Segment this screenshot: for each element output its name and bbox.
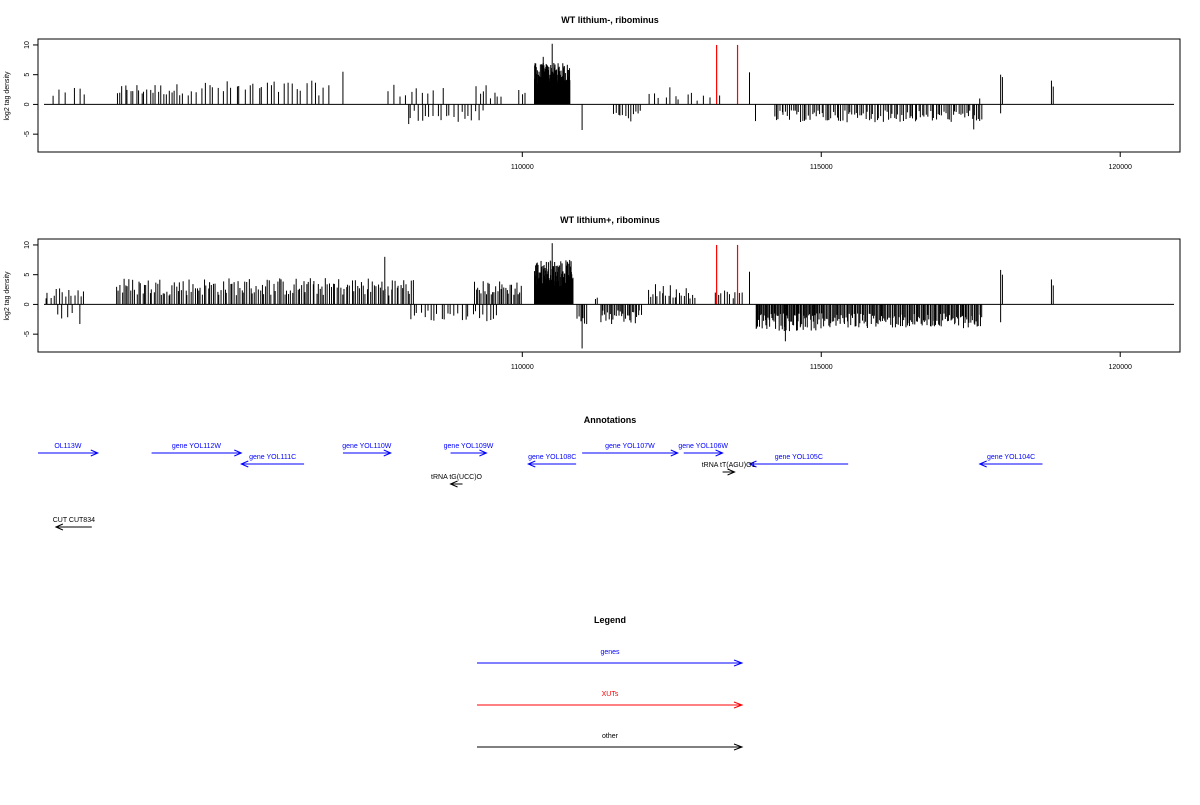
feature-arrow-head	[727, 468, 736, 476]
feature-label: gene YOL106W	[678, 443, 728, 450]
feature-arrow-head	[733, 701, 744, 709]
x-tick-label: 115000	[810, 164, 833, 171]
feature-arrow-head	[234, 449, 243, 457]
feature-label: CUT CUT834	[53, 517, 95, 524]
annotations-panel: Annotations OL113W gene YOL112W gene YOL11…	[38, 415, 1043, 531]
feature-arrow-head	[240, 460, 249, 468]
y-tick-label: 10	[24, 41, 31, 49]
feature-arrow-head	[733, 659, 744, 667]
density-bars	[52, 43, 1054, 130]
feature-arrow-head	[527, 460, 536, 468]
feature-label: tRNA tT(AGU)O1	[702, 462, 756, 469]
feature-arrow-head	[670, 449, 680, 457]
feature-gene: gene YOL105C	[748, 454, 849, 468]
annotations-title: Annotations	[584, 415, 637, 425]
legend-item-XUTs: XUTs	[477, 691, 744, 709]
y-axis-label: log2 tag density	[4, 271, 11, 321]
y-tick-label: 0	[24, 102, 31, 106]
feature-arrow-head	[54, 523, 64, 531]
y-axis-ticks: -5 0 5 10	[24, 41, 38, 137]
plot-frame	[37, 38, 1181, 153]
legend-item-other: other	[477, 733, 744, 751]
x-tick-label: 110000	[511, 364, 534, 371]
feature-arrow-head	[748, 460, 757, 468]
feature-label: gene YOL112W	[172, 443, 222, 450]
feature-list: OL113W gene YOL112W gene YOL111C gene YOL11…	[38, 443, 1043, 531]
feature-label: gene YOL110W	[342, 443, 392, 450]
legend-label: other	[602, 733, 619, 740]
x-tick-label: 115000	[810, 364, 833, 371]
feature-other: tRNA tG(UCC)O	[431, 474, 483, 488]
track-title: WT lithium+, ribominus	[560, 215, 660, 225]
y-tick-label: -5	[24, 131, 31, 137]
feature-gene: gene YOL110W	[342, 443, 393, 457]
y-axis-ticks: -5 0 5 10	[24, 241, 38, 337]
feature-arrow-head	[479, 449, 488, 457]
y-tick-label: -5	[24, 331, 31, 337]
feature-label: gene YOL104C	[987, 454, 1035, 461]
feature-label: gene YOL109W	[444, 443, 494, 450]
feature-label: gene YOL108C	[528, 454, 576, 461]
track-panel-lithium-minus: WT lithium-, ribominus log2 tag density …	[4, 15, 1181, 171]
track-panel-lithium-plus: WT lithium+, ribominus log2 tag density …	[4, 215, 1181, 371]
feature-gene: gene YOL107W	[582, 443, 680, 457]
feature-label: gene YOL111C	[249, 454, 296, 461]
y-axis-label: log2 tag density	[4, 71, 11, 121]
feature-gene: gene YOL112W	[151, 443, 243, 457]
y-tick-label: 5	[24, 73, 31, 77]
feature-label: OL113W	[54, 443, 81, 450]
feature-gene: gene YOL111C	[240, 454, 305, 468]
xut-markers	[716, 244, 739, 305]
feature-label: gene YOL105C	[775, 454, 823, 461]
plot-frame	[37, 238, 1181, 353]
legend-title: Legend	[594, 615, 626, 625]
feature-gene: gene YOL104C	[978, 454, 1043, 468]
legend-label: XUTs	[602, 691, 619, 698]
feature-gene: gene YOL106W	[678, 443, 728, 457]
feature-other: tRNA tT(AGU)O1	[702, 462, 756, 476]
feature-arrow-head	[733, 743, 744, 751]
feature-other: CUT CUT834	[53, 517, 95, 531]
xut-markers	[716, 44, 739, 105]
x-tick-label: 110000	[511, 164, 534, 171]
y-tick-label: 0	[24, 302, 31, 306]
density-bars	[45, 243, 1054, 349]
feature-gene: gene YOL108C	[527, 454, 576, 468]
feature-arrow-head	[90, 449, 100, 457]
legend-item-genes: genes	[477, 649, 744, 667]
x-tick-label: 120000	[1109, 364, 1132, 371]
x-tick-label: 120000	[1109, 164, 1132, 171]
feature-label: gene YOL107W	[605, 443, 655, 450]
track-title: WT lithium-, ribominus	[561, 15, 659, 25]
y-tick-label: 10	[24, 241, 31, 249]
x-axis-ticks: 110000 115000 120000	[511, 152, 1132, 171]
feature-arrow-head	[978, 460, 987, 468]
feature-gene: gene YOL109W	[444, 443, 494, 457]
feature-label: tRNA tG(UCC)O	[431, 474, 483, 481]
legend-panel: Legend genes XUTs other	[477, 615, 744, 751]
feature-arrow-head	[449, 480, 458, 488]
feature-gene: OL113W	[38, 443, 100, 457]
y-tick-label: 5	[24, 273, 31, 277]
feature-arrow-head	[383, 449, 393, 457]
legend-items: genes XUTs other	[477, 649, 744, 751]
feature-arrow-head	[715, 449, 724, 457]
x-axis-ticks: 110000 115000 120000	[511, 352, 1132, 371]
legend-label: genes	[600, 649, 620, 656]
